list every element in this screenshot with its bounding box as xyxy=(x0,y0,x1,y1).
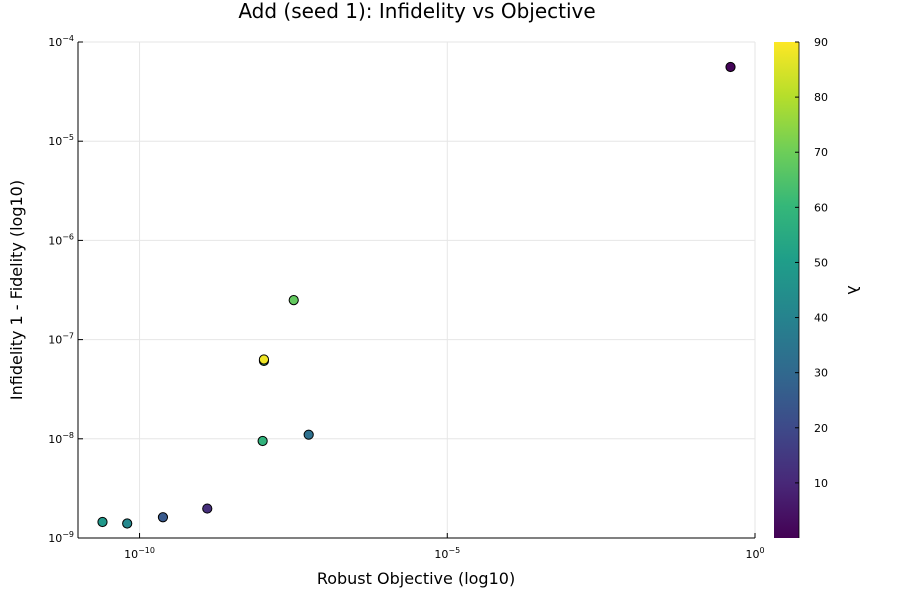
y-axis-label: Infidelity 1 - Fidelity (log10) xyxy=(7,180,26,400)
y-tick-label-exponent: −8 xyxy=(62,431,74,440)
x-tick-label-base: 10 xyxy=(124,548,138,561)
y-tick-label-base: 10 xyxy=(48,234,62,247)
y-ticks: 10−910−810−710−610−510−4 xyxy=(48,34,83,545)
data-point xyxy=(258,354,270,365)
colorbar-tick-label: 10 xyxy=(814,477,828,490)
data-point xyxy=(725,61,736,73)
y-tick-label: 10−4 xyxy=(48,34,74,49)
colorbar-tick-label: 30 xyxy=(814,367,828,380)
data-point xyxy=(202,503,213,514)
y-tick-label-exponent: −5 xyxy=(62,133,74,142)
data-point xyxy=(257,435,268,447)
colorbar-tick-label: 40 xyxy=(814,312,828,325)
y-tick-label-exponent: −4 xyxy=(62,34,74,43)
colorbar: 10 20 30 40 50 60 70 80 90 λ xyxy=(774,36,863,538)
colorbar-tick-label: 60 xyxy=(814,201,828,214)
y-tick-label-exponent: −9 xyxy=(62,530,74,539)
chart-title: Add (seed 1): Infidelity vs Objective xyxy=(238,0,595,23)
data-point xyxy=(303,429,314,440)
x-axis-label: Robust Objective (log10) xyxy=(317,569,515,588)
data-points xyxy=(97,61,736,529)
y-tick-label-base: 10 xyxy=(48,433,62,446)
y-tick-label: 10−6 xyxy=(48,232,74,247)
x-tick-label: 10−5 xyxy=(434,546,460,561)
x-tick-label: 100 xyxy=(745,546,764,561)
y-tick-label: 10−8 xyxy=(48,431,74,446)
data-point xyxy=(288,295,299,306)
data-point xyxy=(97,516,108,528)
x-tick-label: 10−10 xyxy=(124,546,155,561)
data-point xyxy=(157,512,169,523)
x-tick-label-exponent: 0 xyxy=(759,546,764,555)
y-tick-label-base: 10 xyxy=(48,532,62,545)
colorbar-tick-label: 70 xyxy=(814,146,828,159)
y-tick-label-base: 10 xyxy=(48,36,62,49)
colorbar-tick-label: 50 xyxy=(814,256,828,269)
colorbar-ticks: 10 20 30 40 50 60 70 80 90 xyxy=(795,36,828,490)
colorbar-tick-label: 20 xyxy=(814,422,828,435)
y-tick-label: 10−9 xyxy=(48,530,74,545)
x-ticks: 10−10 10−5 100 xyxy=(124,533,765,561)
colorbar-gradient xyxy=(774,42,799,538)
x-tick-label-base: 10 xyxy=(434,548,448,561)
colorbar-label: λ xyxy=(844,285,863,294)
colorbar-tick-label: 90 xyxy=(814,36,828,49)
plot-axes xyxy=(77,42,755,539)
y-tick-label-exponent: −7 xyxy=(62,332,74,341)
y-tick-label: 10−5 xyxy=(48,133,74,148)
y-tick-label-base: 10 xyxy=(48,135,62,148)
y-tick-label-base: 10 xyxy=(48,334,62,347)
data-point xyxy=(122,518,133,529)
y-tick-label-exponent: −6 xyxy=(62,232,74,241)
grid-lines xyxy=(78,41,756,539)
x-tick-label-exponent: −5 xyxy=(448,546,460,555)
x-tick-label-base: 10 xyxy=(745,548,759,561)
y-tick-label: 10−7 xyxy=(48,332,74,347)
x-tick-label-exponent: −10 xyxy=(138,546,155,555)
colorbar-tick-label: 80 xyxy=(814,91,828,104)
